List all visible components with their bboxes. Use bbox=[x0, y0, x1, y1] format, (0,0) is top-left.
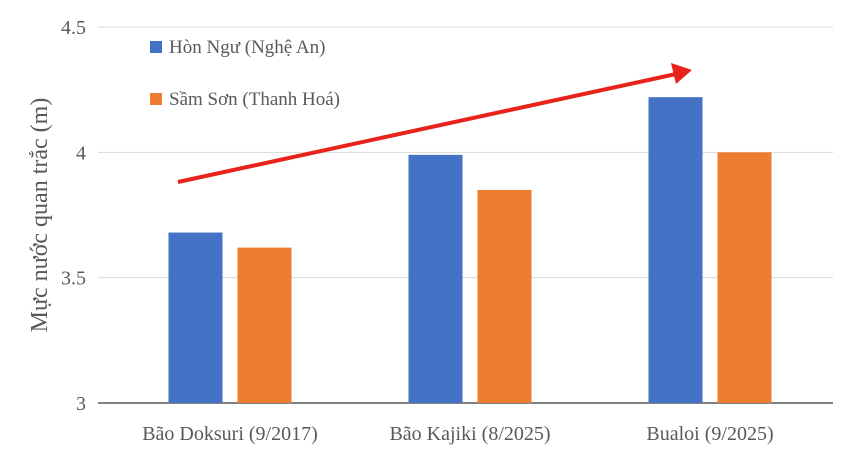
y-axis-label: Mực nước quan trắc (m) bbox=[27, 98, 53, 333]
legend-swatch bbox=[150, 41, 162, 53]
legend-label: Hòn Ngư (Nghệ An) bbox=[169, 37, 325, 58]
legend-label: Sầm Sơn (Thanh Hoá) bbox=[169, 89, 340, 110]
y-tick-label: 3.5 bbox=[61, 268, 86, 290]
x-tick-label: Bão Kajiki (8/2025) bbox=[389, 423, 550, 445]
x-tick-label: Bão Doksuri (9/2017) bbox=[142, 423, 318, 445]
trend-arrow bbox=[177, 63, 692, 184]
bar-sam-son-2 bbox=[717, 152, 772, 403]
bar-hon-ngu-1 bbox=[408, 154, 463, 403]
bar-hon-ngu-0 bbox=[168, 232, 223, 403]
y-tick-label: 3 bbox=[76, 393, 86, 415]
legend-swatch bbox=[150, 93, 162, 105]
y-tick-label: 4.5 bbox=[61, 17, 86, 39]
bar-hon-ngu-2 bbox=[648, 97, 703, 403]
bar-sam-son-1 bbox=[477, 189, 532, 403]
trend-arrow-line bbox=[177, 72, 677, 184]
bar-sam-son-0 bbox=[237, 247, 292, 403]
y-tick-label: 4 bbox=[76, 142, 86, 164]
trend-arrow-head bbox=[671, 63, 692, 84]
x-tick-label: Bualoi (9/2025) bbox=[646, 423, 773, 445]
